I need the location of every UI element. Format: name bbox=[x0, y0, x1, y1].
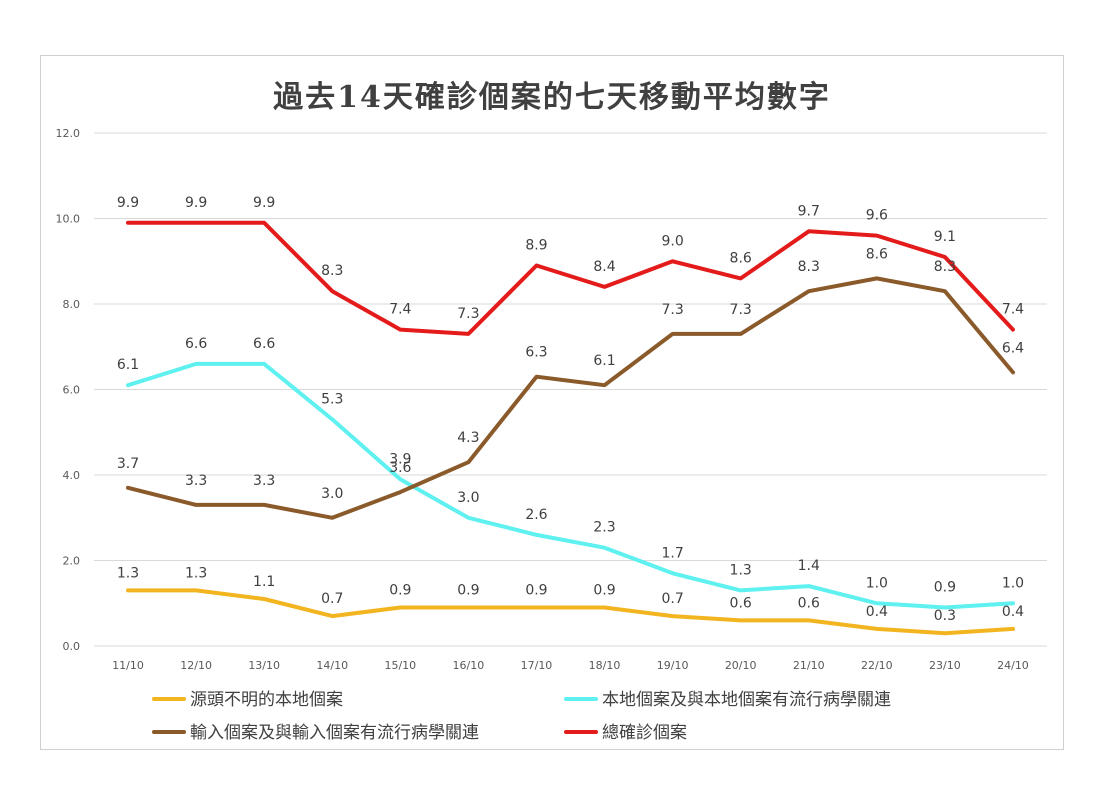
data-label: 6.6 bbox=[185, 336, 207, 352]
data-label: 8.9 bbox=[525, 238, 547, 254]
data-label: 0.6 bbox=[798, 595, 820, 611]
series-line bbox=[126, 588, 1015, 636]
x-tick-label: 16/10 bbox=[453, 659, 485, 672]
data-label: 0.9 bbox=[389, 583, 411, 599]
x-tick-label: 22/10 bbox=[861, 659, 893, 672]
data-label: 8.4 bbox=[593, 259, 615, 275]
data-label: 0.4 bbox=[866, 604, 888, 620]
data-label: 1.3 bbox=[117, 565, 139, 581]
chart-frame bbox=[40, 55, 1064, 750]
data-label: 4.3 bbox=[457, 430, 479, 446]
data-label: 0.9 bbox=[525, 583, 547, 599]
legend-label: 總確診個案 bbox=[602, 723, 687, 743]
y-tick-label: 6.0 bbox=[63, 384, 81, 397]
y-tick-label: 0.0 bbox=[63, 640, 81, 653]
data-label: 8.6 bbox=[866, 246, 888, 262]
x-tick-label: 23/10 bbox=[929, 659, 961, 672]
data-label: 7.4 bbox=[389, 302, 411, 318]
data-label: 7.3 bbox=[661, 302, 683, 318]
data-label: 1.7 bbox=[661, 545, 683, 561]
data-label: 0.3 bbox=[934, 608, 956, 624]
data-label: 3.7 bbox=[117, 456, 139, 472]
x-tick-label: 13/10 bbox=[248, 659, 280, 672]
data-label: 1.1 bbox=[253, 574, 275, 590]
data-label: 8.3 bbox=[934, 259, 956, 275]
data-label: 7.4 bbox=[1002, 302, 1024, 318]
data-label: 8.6 bbox=[730, 250, 752, 266]
x-tick-label: 24/10 bbox=[997, 659, 1029, 672]
x-tick-label: 11/10 bbox=[112, 659, 144, 672]
data-label: 5.3 bbox=[321, 391, 343, 407]
data-label: 1.3 bbox=[185, 565, 207, 581]
data-label: 1.4 bbox=[798, 558, 820, 574]
data-label: 6.1 bbox=[593, 353, 615, 369]
data-label: 9.6 bbox=[866, 208, 888, 224]
data-label: 3.0 bbox=[457, 490, 479, 506]
y-tick-label: 10.0 bbox=[56, 213, 81, 226]
series-line bbox=[126, 361, 1015, 610]
x-tick-label: 18/10 bbox=[589, 659, 621, 672]
data-label: 6.3 bbox=[525, 345, 547, 361]
legend-label: 本地個案及與本地個案有流行病學關連 bbox=[602, 690, 891, 710]
data-label: 9.9 bbox=[253, 195, 275, 211]
x-tick-label: 21/10 bbox=[793, 659, 825, 672]
x-tick-label: 15/10 bbox=[384, 659, 416, 672]
data-label: 3.6 bbox=[389, 460, 411, 476]
y-tick-label: 2.0 bbox=[63, 555, 81, 568]
data-label: 3.0 bbox=[321, 486, 343, 502]
x-tick-label: 12/10 bbox=[180, 659, 212, 672]
legend-label: 輸入個案及與輸入個案有流行病學關連 bbox=[190, 723, 479, 743]
data-label: 3.3 bbox=[185, 473, 207, 489]
data-label: 7.3 bbox=[457, 306, 479, 322]
data-label: 0.9 bbox=[593, 583, 615, 599]
data-label: 2.6 bbox=[525, 507, 547, 523]
y-tick-label: 8.0 bbox=[63, 298, 81, 311]
x-tick-label: 20/10 bbox=[725, 659, 757, 672]
data-label: 7.3 bbox=[730, 302, 752, 318]
y-tick-label: 12.0 bbox=[56, 127, 81, 140]
data-label: 0.4 bbox=[1002, 604, 1024, 620]
series-line bbox=[126, 220, 1015, 336]
data-label: 0.6 bbox=[730, 595, 752, 611]
data-label: 9.0 bbox=[661, 233, 683, 249]
x-tick-label: 17/10 bbox=[521, 659, 553, 672]
data-label: 8.3 bbox=[798, 259, 820, 275]
legend-label: 源頭不明的本地個案 bbox=[190, 690, 343, 710]
data-label: 1.0 bbox=[1002, 575, 1024, 591]
data-label: 6.1 bbox=[117, 357, 139, 373]
data-label: 9.7 bbox=[798, 203, 820, 219]
y-tick-label: 4.0 bbox=[63, 469, 81, 482]
data-label: 9.1 bbox=[934, 229, 956, 245]
data-label: 0.9 bbox=[934, 580, 956, 596]
data-label: 9.9 bbox=[185, 195, 207, 211]
x-tick-label: 19/10 bbox=[657, 659, 689, 672]
data-label: 8.3 bbox=[321, 263, 343, 279]
data-label: 0.7 bbox=[661, 591, 683, 607]
data-label: 0.7 bbox=[321, 591, 343, 607]
data-label: 6.6 bbox=[253, 336, 275, 352]
data-label: 1.3 bbox=[730, 562, 752, 578]
data-label: 0.9 bbox=[457, 583, 479, 599]
data-label: 9.9 bbox=[117, 195, 139, 211]
data-label: 3.3 bbox=[253, 473, 275, 489]
data-label: 3.9 bbox=[389, 451, 411, 467]
data-label: 2.3 bbox=[593, 520, 615, 536]
data-label: 1.0 bbox=[866, 575, 888, 591]
data-label: 6.4 bbox=[1002, 340, 1024, 356]
series-line bbox=[126, 276, 1015, 520]
chart-title: 過去14天確診個案的七天移動平均數字 bbox=[273, 80, 831, 115]
x-tick-label: 14/10 bbox=[316, 659, 348, 672]
